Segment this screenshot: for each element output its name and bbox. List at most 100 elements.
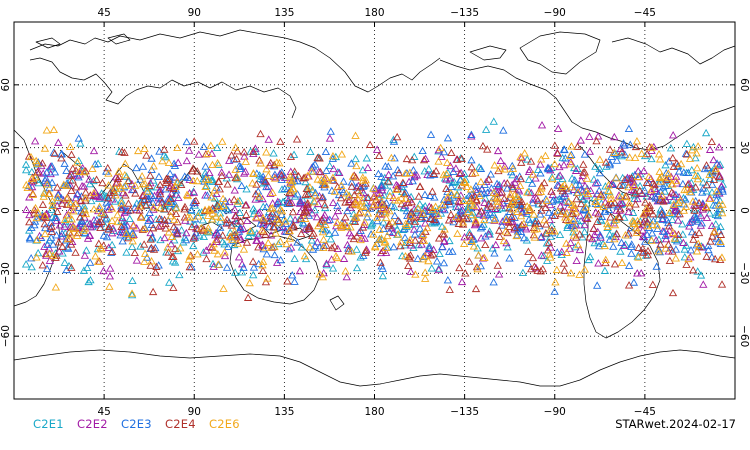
- marker-c2e4-128: [154, 222, 163, 230]
- marker-c2e3-478: [476, 164, 486, 172]
- marker-c2e3-188: [629, 278, 639, 286]
- marker-c2e6-127: [140, 224, 149, 233]
- marker-c2e3-475: [503, 184, 512, 192]
- marker-c2e4-323: [259, 216, 268, 224]
- marker-c2e3-412: [490, 249, 499, 257]
- marker-c2e4-422: [444, 197, 453, 205]
- marker-c2e1-315: [297, 243, 307, 251]
- marker-c2e2-296: [546, 165, 555, 174]
- marker-c2e4-144: [358, 223, 368, 231]
- marker-c2e6-411: [500, 165, 509, 173]
- marker-c2e3-441: [662, 168, 671, 177]
- marker-c2e3-331: [373, 216, 382, 225]
- top-tick-label-2: 135: [274, 7, 294, 19]
- marker-c2e3-405: [101, 215, 110, 223]
- marker-c2e2-82: [312, 212, 322, 221]
- marker-c2e6-355: [402, 221, 411, 229]
- marker-c2e4-386: [320, 180, 329, 189]
- marker-c2e6-431: [258, 260, 267, 269]
- marker-c2e6-228: [566, 151, 575, 160]
- marker-c2e1-303: [589, 175, 599, 183]
- marker-c2e2-388: [339, 254, 349, 262]
- marker-c2e4-275: [67, 263, 76, 271]
- marker-c2e6-71: [286, 172, 295, 180]
- marker-c2e3-495: [662, 215, 672, 224]
- marker-c2e6-434: [632, 228, 642, 236]
- marker-c2e6-478: [149, 203, 158, 211]
- marker-c2e3-479: [608, 200, 617, 209]
- marker-c2e6-5: [213, 158, 222, 167]
- marker-c2e6-320: [550, 227, 559, 235]
- marker-c2e6-438: [163, 243, 172, 251]
- marker-c2e2-513: [240, 169, 249, 177]
- marker-c2e3-117: [684, 168, 693, 177]
- marker-c2e2-463: [563, 203, 573, 211]
- marker-c2e4-100: [276, 137, 285, 145]
- marker-c2e2-184: [42, 178, 52, 186]
- marker-c2e4-369: [40, 219, 49, 228]
- marker-c2e4-155: [188, 164, 198, 172]
- marker-c2e2-164: [565, 244, 575, 252]
- marker-c2e3-216: [145, 208, 154, 216]
- marker-c2e6-474: [233, 173, 242, 181]
- marker-c2e1-412: [161, 152, 170, 161]
- marker-c2e2-217: [329, 164, 338, 173]
- marker-c2e4-285: [166, 194, 176, 202]
- marker-c2e4-330: [659, 197, 668, 205]
- marker-c2e3-384: [288, 271, 297, 279]
- marker-c2e4-318: [86, 191, 95, 199]
- marker-c2e2-395: [295, 266, 305, 275]
- marker-c2e2-189: [377, 248, 386, 257]
- marker-c2e2-472: [449, 214, 458, 223]
- marker-c2e1-144: [415, 199, 425, 208]
- marker-c2e6-92: [262, 148, 271, 156]
- marker-c2e4-486: [365, 140, 375, 148]
- marker-c2e2-444: [275, 169, 285, 178]
- marker-c2e6-280: [266, 204, 275, 212]
- marker-c2e6-368: [203, 227, 213, 235]
- marker-c2e6-346: [684, 254, 693, 263]
- marker-c2e2-152: [601, 198, 610, 206]
- marker-c2e1-137: [620, 213, 629, 221]
- marker-c2e6-369: [657, 191, 667, 199]
- marker-c2e2-205: [684, 179, 694, 187]
- marker-c2e2-380: [160, 233, 169, 242]
- marker-c2e3-342: [456, 175, 465, 183]
- marker-c2e3-308: [270, 170, 280, 178]
- marker-c2e4-78: [149, 245, 159, 253]
- marker-c2e3-86: [25, 234, 35, 243]
- marker-c2e6-430: [321, 173, 331, 182]
- marker-c2e1-156: [122, 172, 131, 180]
- marker-c2e4-198: [217, 171, 226, 180]
- marker-c2e2-295: [576, 136, 586, 144]
- marker-c2e4-154: [350, 217, 360, 226]
- marker-c2e4-209: [434, 234, 444, 242]
- marker-c2e4-494: [690, 206, 699, 214]
- marker-c2e6-46: [520, 149, 529, 157]
- marker-c2e2-192: [155, 185, 165, 194]
- marker-c2e1-38: [230, 268, 240, 276]
- marker-c2e4-109: [341, 213, 350, 221]
- marker-c2e6-235: [164, 158, 174, 166]
- marker-c2e3-181: [321, 225, 330, 234]
- marker-c2e2-162: [211, 228, 221, 237]
- marker-c2e6-192: [382, 213, 391, 222]
- marker-c2e1-60: [177, 226, 186, 234]
- marker-c2e3-323: [692, 213, 701, 222]
- marker-c2e6-138: [671, 254, 680, 262]
- marker-c2e6-468: [476, 177, 486, 186]
- marker-c2e6-15: [97, 208, 106, 217]
- marker-c2e6-505: [628, 216, 637, 225]
- marker-c2e4-384: [481, 240, 490, 249]
- marker-c2e4-504: [117, 222, 126, 231]
- marker-c2e3-508: [387, 201, 396, 209]
- marker-c2e4-122: [415, 182, 425, 190]
- marker-c2e6-416: [352, 200, 361, 208]
- marker-c2e6-419: [510, 190, 519, 199]
- marker-c2e4-295: [54, 238, 64, 246]
- marker-c2e1-409: [83, 263, 92, 272]
- marker-c2e3-257: [425, 191, 435, 199]
- marker-c2e1-185: [362, 154, 371, 162]
- marker-c2e3-317: [642, 230, 652, 238]
- marker-c2e4-82: [98, 178, 107, 187]
